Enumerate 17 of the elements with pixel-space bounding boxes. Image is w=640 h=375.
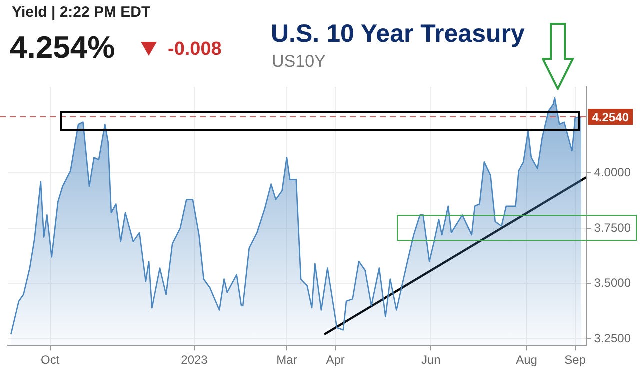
x-tick-label: Oct: [40, 353, 60, 368]
chart-title: U.S. 10 Year Treasury: [271, 20, 525, 49]
x-tick-label: 2023: [181, 353, 208, 368]
y-tick-label: 4.0000: [594, 166, 632, 180]
x-tick-label: Aug: [516, 353, 538, 368]
chart-subtitle: US10Y: [272, 52, 326, 72]
text: -0.008: [168, 39, 222, 61]
text: Yield | 2:22 PM EDT: [12, 4, 151, 21]
y-tick-label: 3.7500: [594, 220, 632, 235]
text: 4.254%: [10, 30, 116, 66]
x-tick-label: Jun: [421, 353, 441, 368]
ref-line-label: 4.2540: [592, 110, 630, 124]
y-tick-label: 3.2500: [594, 331, 632, 346]
x-tick-label: Sep: [564, 353, 586, 368]
y-tick-label: 3.5000: [594, 276, 632, 290]
x-tick-label: Apr: [326, 353, 345, 368]
x-tick-label: Mar: [276, 353, 298, 368]
